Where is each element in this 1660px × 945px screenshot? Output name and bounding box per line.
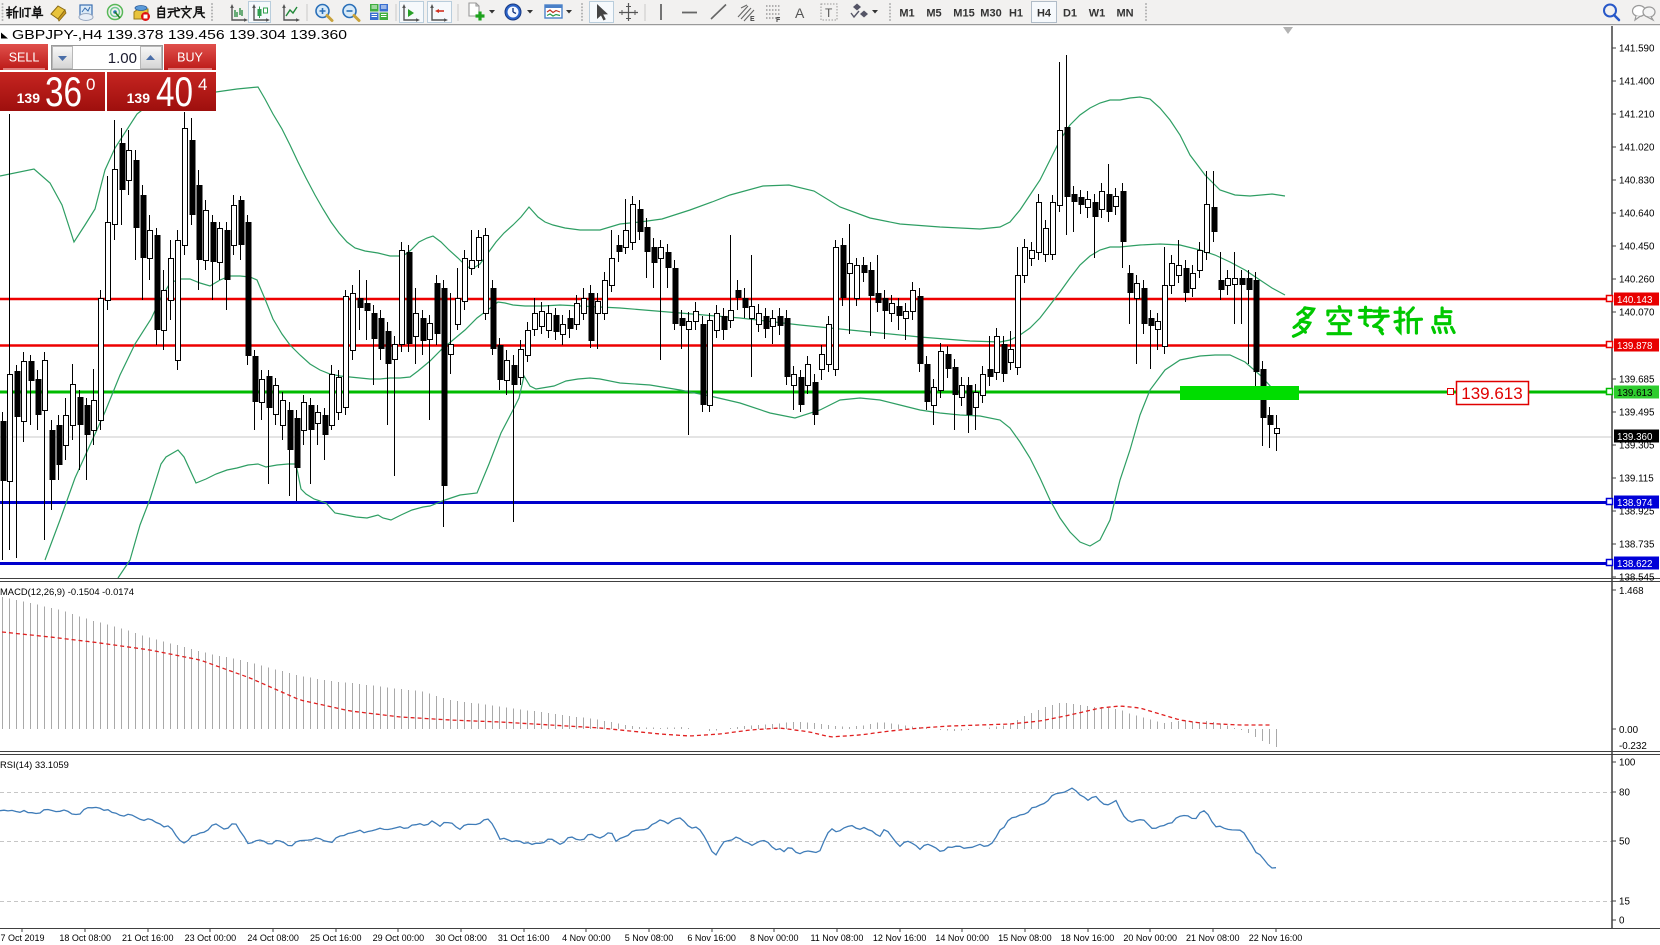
svg-text:0: 0 [86,75,95,94]
svg-text:140.260: 140.260 [1619,275,1655,286]
svg-text:MACD(12,26,9) -0.1504 -0.0174: MACD(12,26,9) -0.1504 -0.0174 [0,586,134,597]
svg-text:15: 15 [1619,897,1630,908]
svg-text:4 Nov 00:00: 4 Nov 00:00 [562,933,611,943]
svg-text:5 Nov 08:00: 5 Nov 08:00 [625,933,674,943]
svg-text:18 Nov 16:00: 18 Nov 16:00 [1061,933,1115,943]
svg-text:140.830: 140.830 [1619,176,1655,187]
svg-text:1.468: 1.468 [1619,586,1644,597]
svg-text:SELL: SELL [9,51,40,65]
svg-text:139: 139 [127,90,151,106]
svg-text:1.00: 1.00 [108,50,137,67]
svg-text:M30: M30 [980,8,1001,20]
svg-text:138.925: 138.925 [1619,507,1655,518]
svg-text:T: T [825,6,833,20]
svg-text:139.685: 139.685 [1619,375,1655,386]
svg-text:MN: MN [1116,8,1133,20]
svg-text:140.450: 140.450 [1619,242,1655,253]
svg-text:M15: M15 [953,8,974,20]
svg-text:GBPJPY-,H4 139.378 139.456 13: GBPJPY-,H4 139.378 139.456 139.304 139.3… [12,28,347,42]
svg-text:36: 36 [45,68,82,115]
svg-text:140.640: 140.640 [1619,209,1655,220]
svg-text:139.613: 139.613 [1617,388,1653,399]
svg-text:30 Oct 08:00: 30 Oct 08:00 [435,933,487,943]
svg-text:8 Nov 00:00: 8 Nov 00:00 [750,933,799,943]
svg-text:100: 100 [1619,758,1636,769]
svg-text:H4: H4 [1037,8,1052,20]
svg-text:4: 4 [198,75,207,94]
svg-text:RSI(14) 33.1059: RSI(14) 33.1059 [0,759,69,770]
svg-text:A: A [795,5,805,21]
svg-text:139.613: 139.613 [1461,384,1522,403]
svg-text:31 Oct 16:00: 31 Oct 16:00 [498,933,550,943]
svg-text:138.974: 138.974 [1617,498,1653,509]
svg-text:20 Nov 00:00: 20 Nov 00:00 [1123,933,1177,943]
svg-text:40: 40 [156,68,193,115]
svg-text:H1: H1 [1009,8,1023,20]
svg-text:139.878: 139.878 [1617,341,1653,352]
svg-text:139: 139 [17,90,41,106]
svg-text:6 Nov 16:00: 6 Nov 16:00 [687,933,736,943]
svg-text:141.020: 141.020 [1619,143,1655,154]
svg-text:141.590: 141.590 [1619,44,1655,55]
svg-text:7 Oct 2019: 7 Oct 2019 [0,933,44,943]
svg-text:140.070: 140.070 [1619,308,1655,319]
svg-text:141.210: 141.210 [1619,110,1655,121]
svg-text:21 Oct 16:00: 21 Oct 16:00 [122,933,174,943]
svg-text:18 Oct 08:00: 18 Oct 08:00 [59,933,111,943]
svg-text:21 Nov 08:00: 21 Nov 08:00 [1186,933,1240,943]
svg-text:23 Oct 00:00: 23 Oct 00:00 [185,933,237,943]
svg-text:E: E [750,16,755,23]
svg-text:139.360: 139.360 [1617,432,1653,443]
svg-text:24 Oct 08:00: 24 Oct 08:00 [247,933,299,943]
svg-text:15 Nov 08:00: 15 Nov 08:00 [998,933,1052,943]
svg-text:BUY: BUY [177,51,203,65]
svg-text:M1: M1 [899,8,914,20]
svg-text:-0.232: -0.232 [1619,741,1647,752]
svg-text:139.495: 139.495 [1619,408,1655,419]
svg-text:141.400: 141.400 [1619,77,1655,88]
svg-text:50: 50 [1619,837,1630,848]
svg-text:29 Oct 00:00: 29 Oct 00:00 [373,933,425,943]
svg-text:139.115: 139.115 [1619,474,1654,485]
svg-text:138.622: 138.622 [1617,559,1652,570]
svg-text:14 Nov 00:00: 14 Nov 00:00 [935,933,989,943]
svg-text:138.735: 138.735 [1619,540,1655,551]
svg-text:25 Oct 16:00: 25 Oct 16:00 [310,933,362,943]
svg-text:0: 0 [1619,916,1625,927]
svg-text:139.305: 139.305 [1619,441,1655,452]
svg-text:0.00: 0.00 [1619,725,1639,736]
svg-text:22 Nov 16:00: 22 Nov 16:00 [1249,933,1303,943]
svg-text:140.143: 140.143 [1617,295,1653,306]
svg-text:W1: W1 [1089,8,1106,20]
svg-text:F: F [776,17,781,24]
svg-text:138.545: 138.545 [1619,573,1655,584]
svg-text:M5: M5 [926,8,941,20]
svg-text:12 Nov 16:00: 12 Nov 16:00 [873,933,927,943]
svg-text:D1: D1 [1063,8,1077,20]
svg-text:11 Nov 08:00: 11 Nov 08:00 [810,933,863,943]
svg-text:80: 80 [1619,788,1630,799]
